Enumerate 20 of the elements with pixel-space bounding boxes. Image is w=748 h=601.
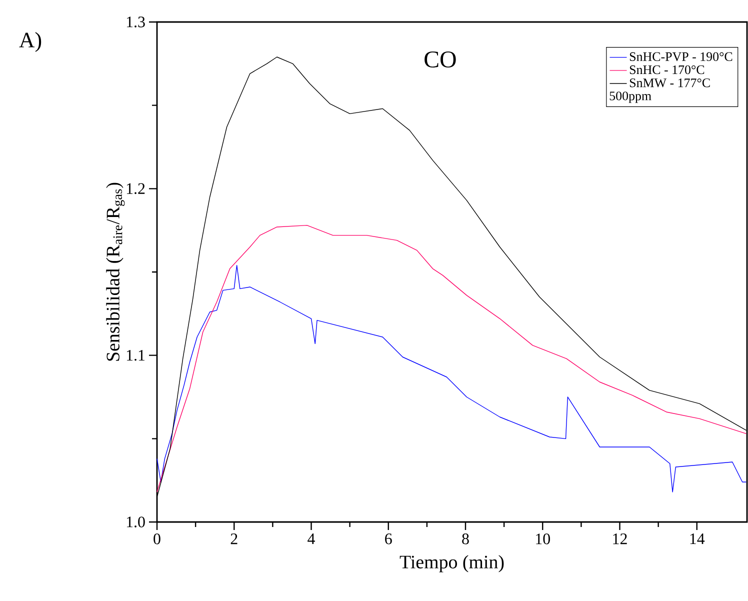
x-tick-label: 4 bbox=[308, 534, 315, 544]
annotation: CO bbox=[424, 51, 456, 68]
x-axis-title: Tiempo (min) bbox=[400, 555, 504, 572]
legend-title: 500ppm bbox=[610, 92, 652, 103]
y-tick-label: 1.0 bbox=[126, 516, 145, 528]
y-tick-label: 1.2 bbox=[126, 183, 145, 194]
x-tick-label: 2 bbox=[230, 534, 238, 544]
legend-label: SnHC-PVP - 190°C bbox=[630, 52, 732, 62]
text: A) bbox=[19, 32, 42, 52]
legend-label: SnMW - 177°C bbox=[630, 78, 710, 88]
legend-label: SnHC - 170°C bbox=[630, 65, 704, 74]
y-tick-label: 1.3 bbox=[126, 16, 145, 28]
y-tick-label: 1.1 bbox=[126, 350, 145, 361]
x-tick-label: 8 bbox=[462, 534, 469, 544]
x-tick-label: 0 bbox=[154, 534, 160, 544]
x-tick-label: 10 bbox=[536, 534, 550, 544]
x-tick-label: 14 bbox=[690, 534, 705, 544]
x-tick-label: 12 bbox=[613, 534, 627, 544]
x-tick-label: 6 bbox=[385, 534, 392, 544]
y-axis-title: Sensibilidad (R$_{aire}$/R$_{gas}$) bbox=[106, 182, 125, 361]
